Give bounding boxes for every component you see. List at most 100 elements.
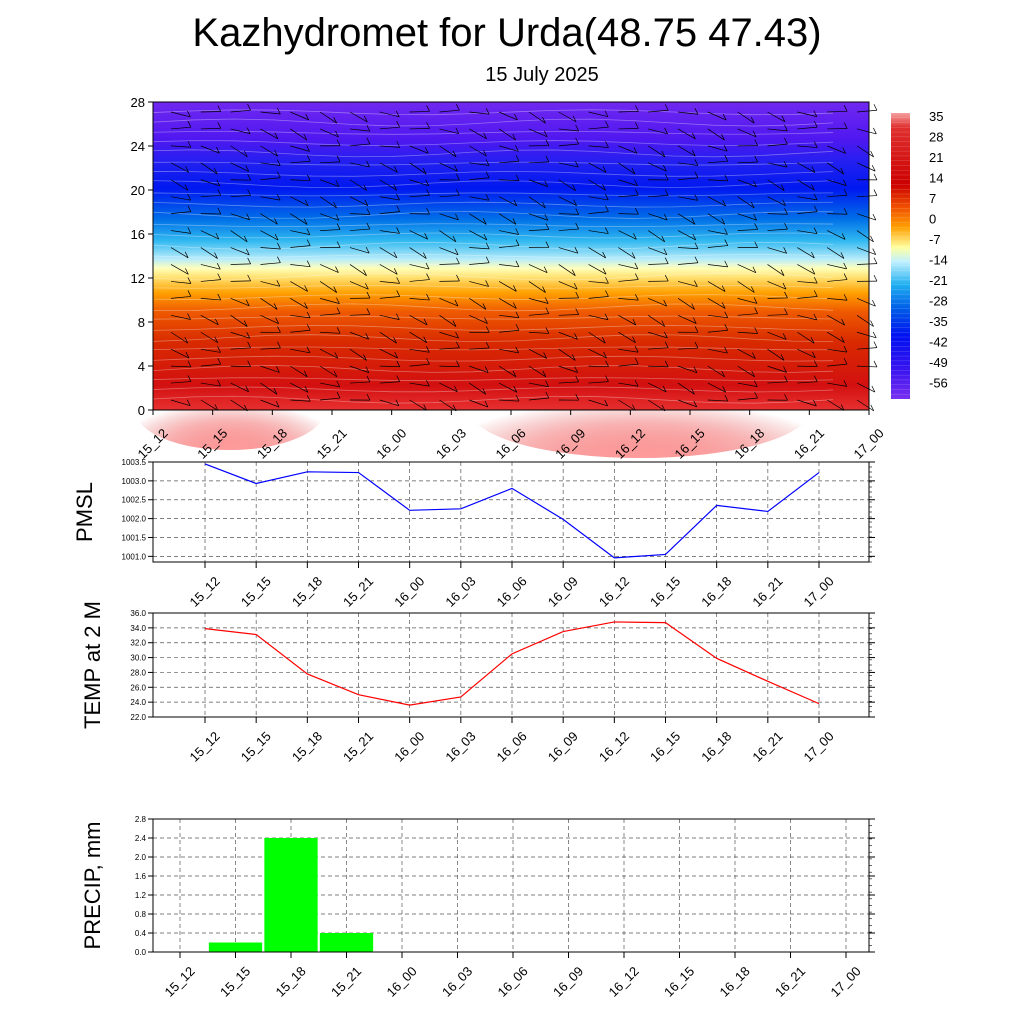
wind-barb-flag — [784, 208, 788, 215]
wind-barb-flag — [664, 331, 668, 339]
wind-barb — [826, 162, 844, 175]
wind-barb-flag — [512, 218, 517, 225]
wind-barb-flag — [366, 393, 371, 401]
wind-barb — [349, 381, 370, 384]
wind-barb — [856, 213, 877, 221]
wind-barb-flag — [693, 400, 698, 408]
wind-barb — [558, 162, 579, 168]
wind-barb — [618, 194, 639, 198]
wind-barb-flag — [813, 399, 817, 407]
wind-barb — [827, 348, 848, 353]
wind-barb — [320, 397, 341, 401]
ytick-label: 30.0 — [130, 654, 146, 663]
wind-barb — [558, 348, 576, 361]
wind-barb-flag — [243, 235, 248, 243]
wind-barb — [618, 279, 639, 282]
wind-barb-flag — [426, 357, 430, 365]
wind-barb-flag — [783, 366, 787, 373]
xtick-label: 16_09 — [550, 964, 586, 1000]
wind-barb — [409, 230, 428, 240]
colorbar-fill — [891, 113, 910, 399]
wind-barb — [230, 213, 250, 221]
heatmap-xtick-label: 16_21 — [791, 426, 827, 462]
wind-barb-flag — [216, 263, 221, 270]
wind-barb — [648, 399, 666, 412]
wind-barb — [469, 365, 489, 373]
wind-barb-flag — [482, 303, 487, 310]
wind-barb — [767, 128, 788, 132]
wind-barb-flag — [724, 155, 729, 162]
xtick-label: 16_03 — [439, 964, 475, 1000]
wind-barb-flag — [784, 394, 788, 401]
wind-barb — [558, 196, 577, 206]
wind-barb — [170, 162, 189, 173]
wind-barb — [260, 196, 281, 201]
wind-barb — [767, 348, 785, 361]
wind-barb — [469, 382, 486, 395]
wind-barb — [528, 161, 549, 164]
heatmap-ytick-label: 20 — [131, 183, 145, 198]
wind-barb-flag — [754, 391, 758, 399]
wind-barb — [170, 111, 191, 118]
xtick-label: 16_06 — [494, 729, 530, 765]
wind-barb-flag — [632, 404, 636, 411]
wind-barb-flag — [424, 233, 428, 240]
heatmap-ytick-label: 4 — [138, 359, 145, 374]
wind-barb — [379, 281, 400, 284]
ytick-label: 2.0 — [135, 853, 147, 862]
colorbar-label: -7 — [929, 232, 941, 247]
wind-barb — [498, 196, 518, 207]
wind-barb-flag — [545, 155, 550, 163]
wind-barb-flag — [784, 222, 788, 230]
wind-barb — [170, 179, 189, 191]
ytick-label: 1001.5 — [122, 533, 147, 542]
wind-barb-flag — [514, 113, 518, 121]
wind-barb — [320, 161, 341, 164]
wind-barb — [528, 179, 548, 187]
wind-barb-flag — [336, 241, 341, 248]
wind-barb-flag — [245, 165, 250, 172]
wind-barb — [349, 228, 370, 231]
ytick-label: 1003.0 — [122, 477, 147, 486]
wind-barb-flag — [812, 351, 816, 358]
wind-barb — [379, 264, 398, 275]
wind-barb — [767, 281, 787, 290]
wind-barb-flag — [661, 235, 666, 243]
panel-ylabel: PMSL — [72, 482, 97, 542]
wind-barb-flag — [543, 266, 548, 273]
wind-barb — [469, 230, 488, 241]
panel-ylabel: PRECIP, mm — [80, 822, 105, 950]
wind-barb-flag — [456, 173, 460, 181]
panel-ylabel: TEMP at 2 M — [80, 601, 105, 729]
wind-barb — [200, 195, 221, 198]
wind-barb-flag — [364, 199, 369, 206]
wind-barb-flag — [426, 207, 430, 215]
wind-barb — [827, 213, 848, 215]
wind-barb-flag — [664, 274, 669, 282]
wind-barb — [498, 281, 517, 292]
contour-line — [152, 211, 834, 219]
wind-barb-flag — [571, 269, 576, 276]
wind-barb-flag — [782, 199, 786, 206]
wind-barb-flag — [781, 115, 786, 122]
wind-barb-flag — [515, 228, 520, 235]
wind-barb — [379, 296, 400, 299]
wind-barb — [409, 348, 430, 353]
wind-barb-flag — [722, 113, 727, 121]
wind-barb — [290, 329, 311, 333]
wind-barb — [170, 196, 191, 201]
contour-line — [152, 130, 834, 135]
wind-barb — [230, 347, 251, 350]
wind-barb-flag — [780, 354, 785, 361]
xtick-label: 16_12 — [596, 574, 632, 610]
wind-barb — [618, 399, 636, 411]
wind-barb — [856, 263, 877, 265]
wind-barb-flag — [336, 155, 341, 162]
wind-barb-flag — [456, 341, 460, 348]
wind-barb-flag — [184, 336, 189, 344]
wind-barb-flag — [784, 137, 788, 145]
wind-barb — [200, 179, 220, 187]
wind-barb — [856, 365, 877, 368]
wind-barb — [290, 382, 309, 393]
contour-line — [152, 180, 834, 189]
